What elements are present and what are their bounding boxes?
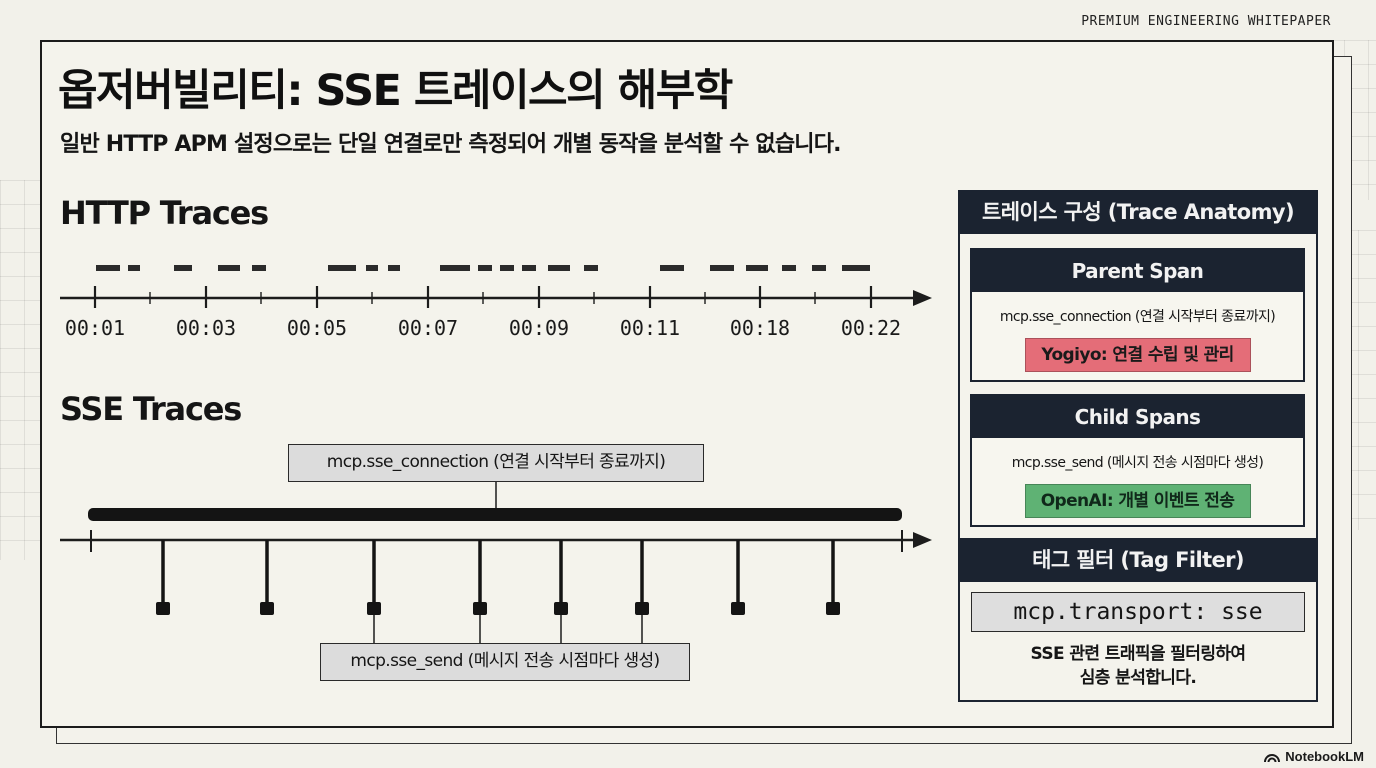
sse-connection-callout: mcp.sse_connection (연결 시작부터 종료까지) — [288, 444, 704, 482]
sse-send-event-marker — [826, 540, 840, 615]
sse-send-event-marker — [554, 540, 568, 615]
sse-send-event-marker — [473, 540, 487, 615]
http-request-segment — [584, 265, 598, 271]
http-request-segment — [746, 265, 768, 271]
http-request-segment — [478, 265, 492, 271]
child-spans-title: Child Spans — [972, 396, 1303, 438]
http-traces-title: HTTP Traces — [60, 194, 269, 232]
tag-filter-desc-line: SSE 관련 트래픽을 필터링하여 — [1030, 644, 1247, 664]
parent-span-badge: Yogiyo: 연결 수립 및 관리 — [1024, 338, 1251, 372]
http-tick-label: 00:05 — [286, 316, 348, 340]
http-tick-label: 00:11 — [619, 316, 681, 340]
child-spans-badge: OpenAI: 개별 이벤트 전송 — [1024, 484, 1251, 518]
tag-filter-desc-line: 심층 분석합니다. — [1079, 668, 1197, 688]
http-tick-label: 00:01 — [64, 316, 126, 340]
http-tick-label: 00:22 — [840, 316, 902, 340]
http-request-segment — [782, 265, 796, 271]
http-request-segment — [252, 265, 266, 271]
http-tick-label: 00:09 — [508, 316, 570, 340]
http-request-segment — [842, 265, 870, 271]
sse-send-event-marker — [156, 540, 170, 615]
http-request-segment — [328, 265, 356, 271]
http-request-dashes — [96, 265, 870, 271]
sse-connection-span-bar — [88, 508, 902, 521]
http-tick-label: 00:03 — [175, 316, 237, 340]
page-title: 옵저버빌리티: SSE 트레이스의 해부학 — [58, 66, 733, 116]
brand-label: NotebookLM — [1285, 749, 1364, 764]
http-request-segment — [500, 265, 514, 271]
http-request-segment — [710, 265, 734, 271]
tag-filter-value: mcp.transport: sse — [971, 592, 1305, 632]
http-request-segment — [522, 265, 536, 271]
http-request-segment — [174, 265, 192, 271]
http-request-segment — [366, 265, 378, 271]
sse-axis-arrowhead — [913, 532, 932, 548]
http-request-segment — [96, 265, 120, 271]
notebooklm-logo-icon — [1264, 753, 1281, 762]
parent-span-name: mcp.sse_connection (연결 시작부터 종료까지) — [999, 309, 1276, 325]
child-span-name: mcp.sse_send (메시지 전송 시점마다 생성) — [1011, 455, 1264, 471]
http-axis-arrowhead — [913, 290, 932, 306]
http-request-segment — [128, 265, 140, 271]
sse-send-event-marker — [260, 540, 274, 615]
sse-traces-title: SSE Traces — [60, 390, 242, 428]
sse-send-event-marker — [367, 540, 381, 615]
sse-send-events — [156, 540, 840, 615]
http-request-segment — [812, 265, 826, 271]
page-subtitle: 일반 HTTP APM 설정으로는 단일 연결로만 측정되어 개별 동작을 분석… — [60, 132, 842, 157]
parent-span-title: Parent Span — [972, 250, 1303, 292]
child-spans-card: Child Spans mcp.sse_send (메시지 전송 시점마다 생성… — [970, 394, 1305, 527]
parent-span-card: Parent Span mcp.sse_connection (연결 시작부터 … — [970, 248, 1305, 382]
sse-send-callout: mcp.sse_send (메시지 전송 시점마다 생성) — [320, 643, 690, 681]
tag-filter-description: SSE 관련 트래픽을 필터링하여 심층 분석합니다. — [958, 642, 1318, 690]
http-tick-label: 00:07 — [397, 316, 459, 340]
sse-send-event-marker — [731, 540, 745, 615]
send-callout-connectors — [373, 615, 643, 643]
header-tag: PREMIUM ENGINEERING WHITEPAPER — [1081, 14, 1331, 29]
brand-watermark: NotebookLM — [1264, 749, 1364, 764]
http-request-segment — [440, 265, 470, 271]
http-request-segment — [218, 265, 240, 271]
sse-send-event-marker — [635, 540, 649, 615]
http-request-segment — [660, 265, 684, 271]
http-request-segment — [548, 265, 570, 271]
http-tick-label: 00:18 — [729, 316, 791, 340]
http-minor-ticks — [149, 292, 816, 304]
trace-anatomy-header: 트레이스 구성 (Trace Anatomy) — [958, 190, 1318, 234]
http-request-segment — [388, 265, 400, 271]
tag-filter-header: 태그 필터 (Tag Filter) — [958, 538, 1318, 582]
http-major-ticks — [93, 286, 873, 308]
